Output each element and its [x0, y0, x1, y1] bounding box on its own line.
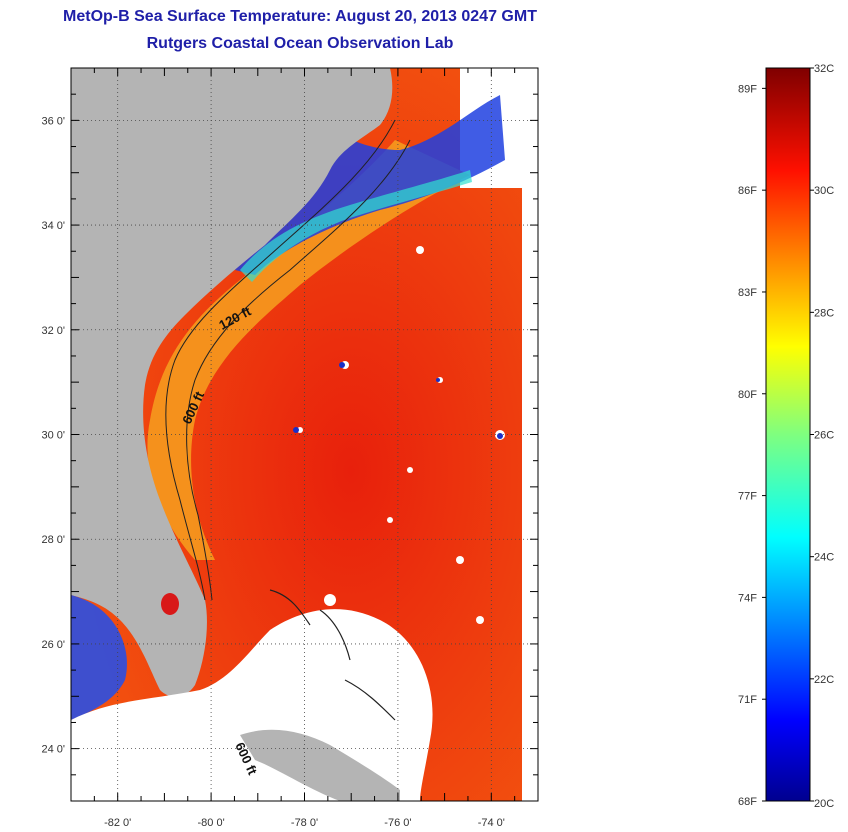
colorbar-fahrenheit-label: 89F — [738, 83, 757, 95]
colorbar-fahrenheit-label: 74F — [738, 592, 757, 604]
colorbar-celsius-label: 24C — [814, 552, 834, 564]
colorbar-fahrenheit-label: 80F — [738, 389, 757, 401]
map-subtitle: Rutgers Coastal Ocean Observation Lab — [146, 35, 454, 52]
colorbar: 32C 30C 28C 26C 24C 22C 20C 89F 86F 83F 80F 77F 74F… — [738, 63, 834, 810]
lat-tick-label: 28 0' — [41, 534, 65, 546]
cold-eddy-spots — [293, 362, 503, 439]
colorbar-fahrenheit-label: 68F — [738, 796, 757, 808]
bahamas-outline — [269, 589, 396, 721]
map-panel: 120 ft 600 ft 600 ft — [71, 68, 538, 801]
latitude-labels: 36 0' 34 0' 32 0' 30 0' 28 0' 26 0' 24 0' — [41, 115, 65, 755]
lon-tick-label: -76 0' — [384, 817, 411, 829]
lon-tick-label: -82 0' — [104, 817, 131, 829]
contour-120ft — [165, 119, 396, 601]
colorbar-fahrenheit-label: 86F — [738, 185, 757, 197]
colorbar-fahrenheit-label: 83F — [738, 287, 757, 299]
colorbar-celsius-labels: 32C 30C 28C 26C 24C 22C 20C — [810, 63, 834, 810]
colorbar-fahrenheit-label: 71F — [738, 694, 757, 706]
coastal-cyan-fringe — [240, 170, 472, 282]
gulf-cold-patch — [71, 595, 127, 720]
colorbar-celsius-label: 22C — [814, 674, 834, 686]
colorbar-celsius-label: 26C — [814, 430, 834, 442]
lake-okeechobee — [161, 593, 179, 615]
lat-tick-label: 24 0' — [41, 744, 65, 756]
longitude-labels: -82 0' -80 0' -78 0' -76 0' -74 0' — [104, 817, 505, 829]
contour-600ft — [186, 139, 411, 601]
lat-tick-label: 26 0' — [41, 639, 65, 651]
colorbar-gradient — [765, 67, 811, 802]
lat-tick-label: 36 0' — [41, 115, 65, 127]
colorbar-celsius-label: 32C — [814, 63, 834, 75]
colorbar-fahrenheit-labels: 89F 86F 83F 80F 77F 74F 71F 68F — [738, 83, 766, 808]
colorbar-celsius-label: 20C — [814, 798, 834, 810]
map-title: MetOp-B Sea Surface Temperature: August … — [63, 8, 537, 25]
lat-tick-label: 30 0' — [41, 430, 65, 442]
lat-tick-label: 32 0' — [41, 325, 65, 337]
colorbar-celsius-label: 30C — [814, 185, 834, 197]
colorbar-celsius-label: 28C — [814, 307, 834, 319]
lon-tick-label: -78 0' — [291, 817, 318, 829]
land-cuba — [240, 729, 400, 801]
lat-tick-label: 34 0' — [41, 220, 65, 232]
lon-tick-label: -80 0' — [198, 817, 225, 829]
colorbar-fahrenheit-label: 77F — [738, 491, 757, 503]
map-tick-marks — [70, 67, 539, 802]
lon-tick-label: -74 0' — [478, 817, 505, 829]
